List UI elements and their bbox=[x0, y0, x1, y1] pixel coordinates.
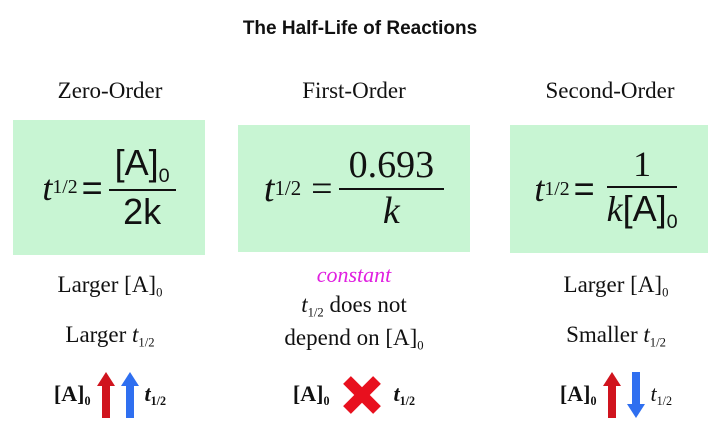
arrow-down-blue-icon bbox=[626, 372, 645, 418]
constant-label: constant bbox=[316, 262, 392, 287]
formula-second-order: t 1/2 = 1 k[A]0 bbox=[534, 143, 678, 233]
second-order-relation: [A]0 t1/2 bbox=[496, 372, 720, 418]
formula-first-order: t 1/2 = 0.693 k bbox=[264, 145, 445, 232]
formula-zero-order: t 1/2 = [A]0 2k bbox=[42, 144, 176, 231]
formula-box-second-order: t 1/2 = 1 k[A]0 bbox=[510, 125, 708, 253]
arrow-up-red-icon bbox=[602, 372, 621, 418]
zero-order-line1: Larger [A]0 bbox=[57, 272, 163, 300]
arrow-up-red-icon bbox=[96, 372, 115, 418]
first-order-line1: t1/2 does not bbox=[301, 292, 407, 320]
zero-order-relation: [A]0 t1/2 bbox=[0, 372, 230, 418]
arrow-up-blue-icon bbox=[120, 372, 139, 418]
formula-box-zero-order: t 1/2 = [A]0 2k bbox=[13, 120, 205, 255]
cross-red-icon bbox=[342, 376, 381, 414]
first-order-line2: depend on [A]0 bbox=[284, 325, 424, 353]
heading-first-order: First-Order bbox=[302, 78, 406, 103]
zero-order-line2: Larger t1/2 bbox=[65, 322, 155, 350]
heading-zero-order: Zero-Order bbox=[57, 78, 163, 103]
slide-title: The Half-Life of Reactions bbox=[242, 18, 478, 39]
heading-second-order: Second-Order bbox=[545, 78, 675, 103]
formula-box-first-order: t 1/2 = 0.693 k bbox=[238, 125, 470, 252]
first-order-relation: [A]0 t1/2 bbox=[234, 375, 474, 415]
second-order-line2: Smaller t1/2 bbox=[566, 322, 666, 350]
second-order-line1: Larger [A]0 bbox=[563, 272, 669, 300]
